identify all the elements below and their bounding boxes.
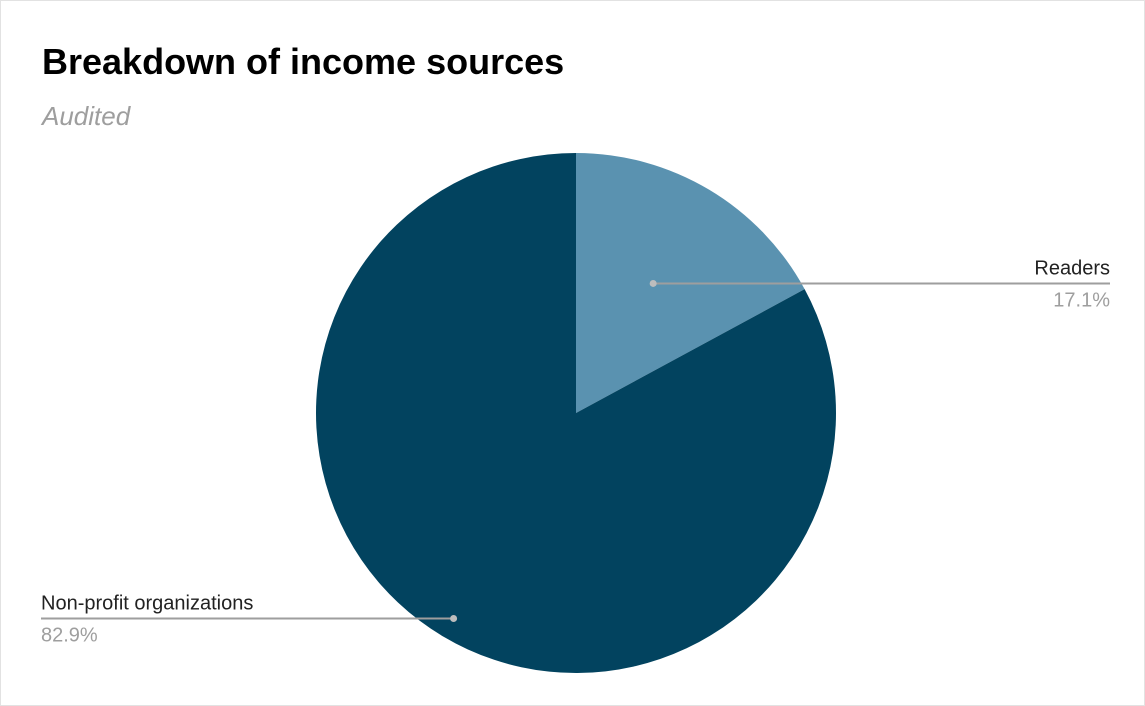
pie-slice-non-profit-organizations[interactable] [316,153,837,673]
leader-dot-non-profit-organizations [450,615,458,623]
leader-dot-readers [649,279,657,287]
slice-value-non-profit-organizations: 82.9% [41,625,98,647]
chart-title: Breakdown of income sources [42,41,565,82]
chart-subtitle: Audited [42,101,131,131]
slice-label-non-profit-organizations: Non-profit organizations [41,593,253,615]
slice-value-readers: 17.1% [1053,289,1110,311]
slice-label-readers: Readers [1034,257,1110,279]
